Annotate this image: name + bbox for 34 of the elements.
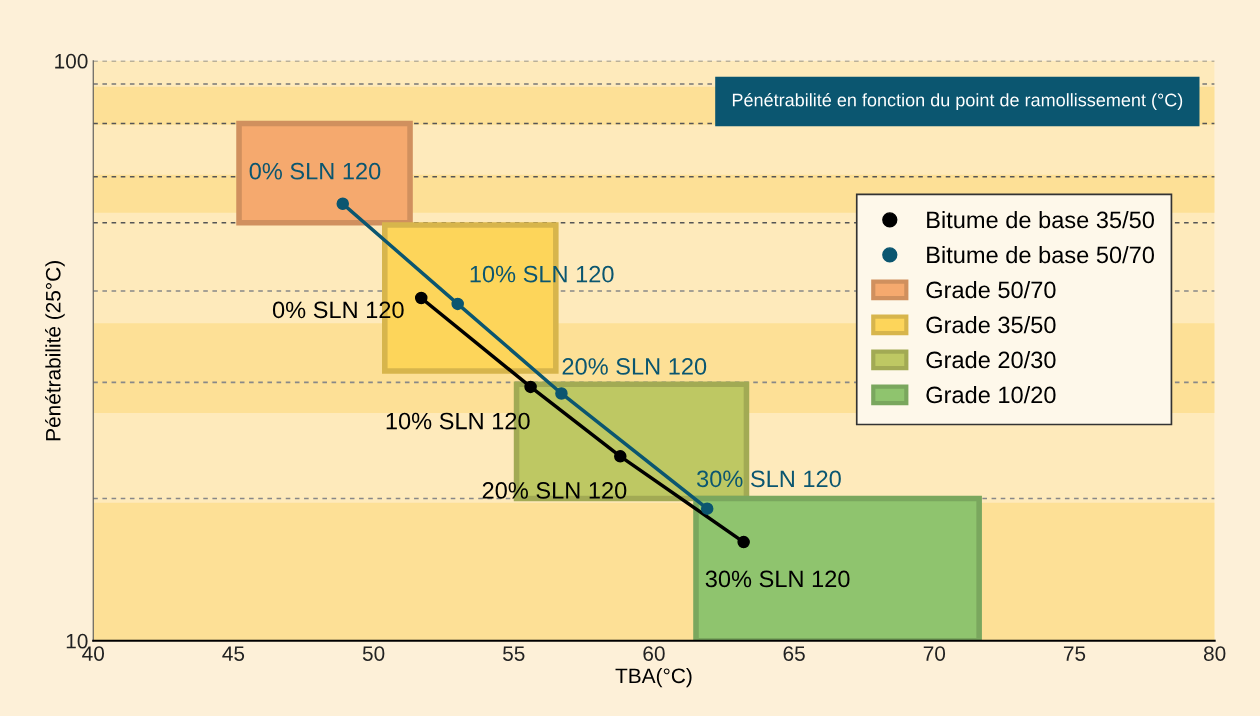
x-tick-label: 55 [503, 646, 525, 661]
point [451, 297, 464, 311]
annotation: 30% SLN 120 [705, 570, 850, 588]
x-tick-label: 80 [1203, 646, 1226, 661]
annotation: 20% SLN 120 [482, 482, 627, 499]
annotation: 0% SLN 120 [249, 162, 381, 180]
text: Pénétrabilité en fonction du point de ramollissement (°C) [732, 92, 1183, 110]
x-tick-label: 60 [643, 646, 665, 661]
legend-label: Grade 20/30 [926, 350, 1056, 369]
point [414, 291, 428, 305]
annotation: 20% SLN 120 [562, 358, 707, 375]
annotation: 10% SLN 120 [386, 412, 530, 430]
x-tick-label: 45 [222, 646, 245, 661]
legend-label: Bitume de base 35/50 [927, 210, 1154, 229]
annotation: 0% SLN 120 [272, 301, 404, 319]
x-tick-label: 65 [783, 646, 805, 661]
point [700, 502, 714, 515]
point [614, 450, 627, 463]
legend-label: Grade 35/50 [926, 315, 1056, 334]
x-tick-label: 50 [362, 646, 385, 661]
legend-label: Grade 10/20 [926, 385, 1056, 404]
x-tick-label: 70 [923, 646, 946, 661]
x-tick-label: 75 [1063, 646, 1086, 661]
point [737, 535, 750, 549]
point [555, 387, 568, 400]
x-axis-title: TBA(°C) [615, 667, 692, 688]
annotation: 10% SLN 120 [470, 265, 614, 283]
y-axis-title: Pénétrabilité (25°C) [45, 261, 65, 441]
point [336, 197, 350, 211]
annotation: 30% SLN 120 [697, 470, 841, 488]
legend-label: Grade 50/70 [926, 280, 1056, 299]
point [524, 380, 537, 394]
legend-label: Bitume de base 50/70 [927, 245, 1154, 264]
y-tick-label: 100 [55, 53, 88, 69]
